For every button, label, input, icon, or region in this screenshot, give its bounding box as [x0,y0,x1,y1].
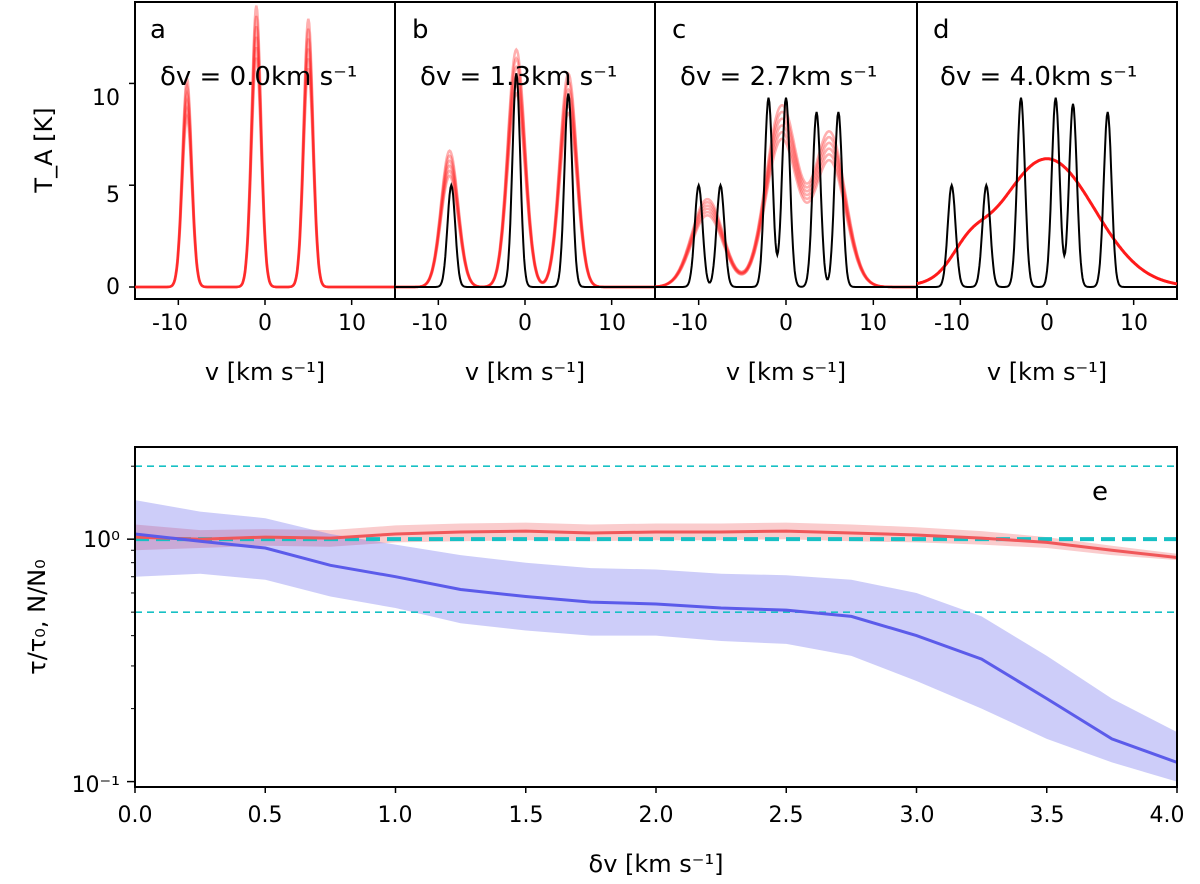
fit-profile-a-3 [135,26,395,289]
band-tau/tau0 [135,500,1177,782]
xtick-e-7: 3.5 [1030,803,1065,828]
fit-profile-c-0 [655,137,917,289]
ytick-a-0: 0 [106,275,120,300]
fit-profile-a-1 [135,47,395,289]
panel-label-a: a [150,15,166,45]
true-profile-b [395,73,655,288]
fit-profile-a-2 [135,36,395,289]
ytick-e-0.1: 10⁻¹ [72,773,120,798]
panel-d: d δv = 4.0km s⁻¹ -10 0 10 v [km s⁻¹] [916,1,1178,386]
annotation-d: δv = 4.0km s⁻¹ [940,62,1137,92]
xtick-d-2: 0 [1040,311,1054,336]
fit-profile-c-4 [654,110,917,289]
xlabel-d: v [km s⁻¹] [987,358,1107,386]
series-line-tau/tau0 [134,532,1178,764]
fit-profile-c-1 [655,130,917,289]
fit-profile-a-0 [135,57,395,289]
xlabel-c: v [km s⁻¹] [726,358,846,386]
xtick-d-3: 10 [1120,311,1148,336]
xtick-e-5: 2.5 [769,803,804,828]
annotation-b: δv = 1.3km s⁻¹ [420,62,617,92]
xlabel-b: v [km s⁻¹] [465,358,585,386]
panel-label-c: c [672,15,686,45]
xtick-e-2: 1.0 [378,803,413,828]
panel-label-d: d [933,15,950,45]
xtick-a-3: 10 [338,311,366,336]
series-line-N/N0 [134,529,1178,559]
xtick-a-1: -10 [152,311,188,336]
panel-label-e: e [1092,477,1108,507]
ylabel-e: τ/τ₀, N/N₀ [23,559,51,674]
fit-profile-d-0 [916,157,1178,286]
true-profile-d [917,97,1177,288]
xtick-e-4: 2.0 [639,803,674,828]
ytick-a-10: 10 [92,86,120,111]
ylabel-top: T_A [K] [30,107,58,193]
ytick-e-1: 10⁰ [83,528,120,553]
xtick-b-2: 0 [518,311,532,336]
band-N/N0 [135,522,1177,561]
fit-profile-a-5 [135,5,395,289]
fit-profile-a-4 [135,15,395,289]
xtick-e-6: 3.0 [900,803,935,828]
xtick-c-3: 10 [859,311,887,336]
xlabel-a: v [km s⁻¹] [205,358,325,386]
fit-profile-c-5 [654,104,917,289]
xtick-b-1: -10 [412,311,448,336]
true-profile-c [655,97,917,288]
xtick-e-8: 4.0 [1150,803,1185,828]
xtick-a-2: 0 [258,311,272,336]
ytick-a-5: 5 [106,183,120,208]
xtick-b-3: 10 [598,311,626,336]
xtick-e-0: 0.0 [118,803,153,828]
xtick-c-2: 0 [779,311,793,336]
panel-b: b δv = 1.3km s⁻¹ -10 0 10 v [km s⁻¹] [394,1,656,386]
annotation-c: δv = 2.7km s⁻¹ [680,62,877,92]
xtick-e-3: 1.5 [509,803,544,828]
panel-c: c δv = 2.7km s⁻¹ -10 0 10 v [km s⁻¹] [654,1,918,386]
fit-profile-c-2 [654,124,917,289]
panel-label-b: b [412,15,429,45]
fit-profile-c-3 [654,117,917,289]
xtick-e-1: 0.5 [248,803,283,828]
annotation-a: δv = 0.0km s⁻¹ [160,62,357,92]
panel-e: e 0.0 0.5 1.0 1.5 2.0 2.5 3.0 3.5 4.0 10… [23,446,1185,878]
panel-a: a δv = 0.0km s⁻¹ -10 0 10 0 5 10 v [km s… [30,1,396,386]
xlabel-e: δv [km s⁻¹] [589,850,724,878]
xtick-c-1: -10 [672,311,708,336]
xtick-d-1: -10 [934,311,970,336]
